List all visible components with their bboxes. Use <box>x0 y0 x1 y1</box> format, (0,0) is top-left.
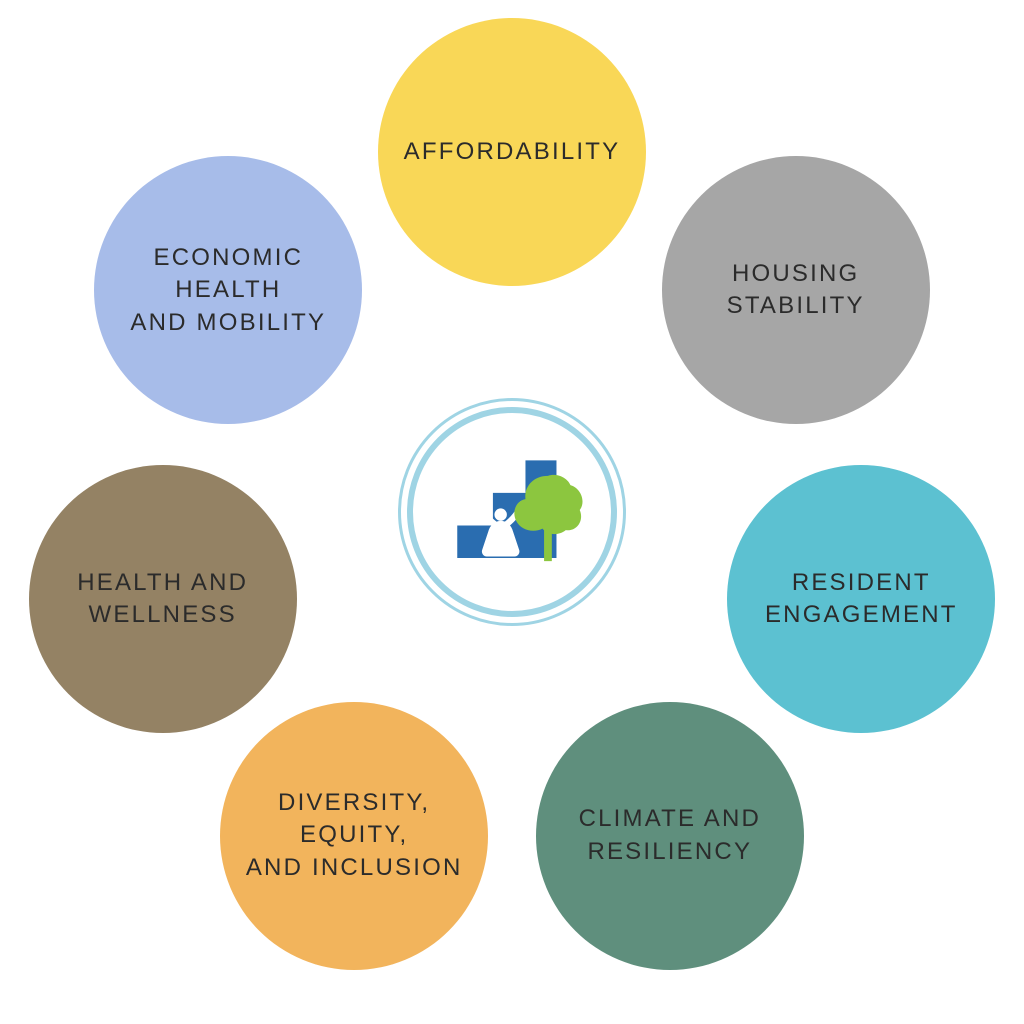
center-logo-badge <box>398 398 626 626</box>
diagram-node-housing-stability: HOUSING STABILITY <box>662 156 930 424</box>
center-logo-icon <box>434 434 589 589</box>
diagram-node-label: DIVERSITY, EQUITY, AND INCLUSION <box>244 787 464 884</box>
diagram-node-label: RESIDENT ENGAGEMENT <box>765 567 958 632</box>
diagram-node-affordability: AFFORDABILITY <box>378 18 646 286</box>
diagram-node-dei: DIVERSITY, EQUITY, AND INCLUSION <box>220 702 488 970</box>
diagram-node-label: HOUSING STABILITY <box>727 258 865 323</box>
diagram-node-economic-health: ECONOMIC HEALTH AND MOBILITY <box>94 156 362 424</box>
diagram-node-label: HEALTH AND WELLNESS <box>77 567 248 632</box>
diagram-node-health-wellness: HEALTH AND WELLNESS <box>29 465 297 733</box>
diagram-node-label: CLIMATE AND RESILIENCY <box>579 803 761 868</box>
diagram-node-label: AFFORDABILITY <box>404 136 621 168</box>
radial-diagram: AFFORDABILITY HOUSING STABILITY RESIDENT E… <box>0 0 1024 1024</box>
diagram-node-resident-engagement: RESIDENT ENGAGEMENT <box>727 465 995 733</box>
diagram-node-climate-resiliency: CLIMATE AND RESILIENCY <box>536 702 804 970</box>
diagram-node-label: ECONOMIC HEALTH AND MOBILITY <box>118 242 338 339</box>
